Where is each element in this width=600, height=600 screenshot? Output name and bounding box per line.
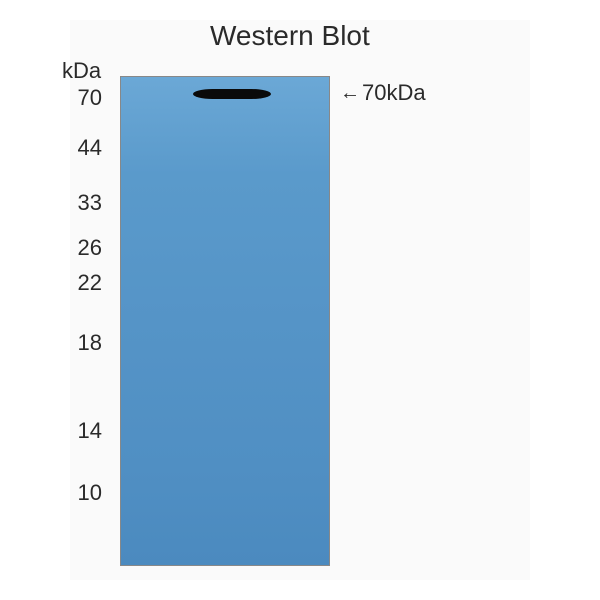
ladder-label: 33 (62, 190, 102, 216)
ladder-label: 10 (62, 480, 102, 506)
ladder-label: 26 (62, 235, 102, 261)
protein-band (193, 89, 271, 99)
annotation-text: 70kDa (362, 80, 426, 106)
blot-container: Western Blot kDa 7044332622181410 ← 70kD… (80, 30, 520, 570)
ladder-label: 70 (62, 85, 102, 111)
ladder-label: 18 (62, 330, 102, 356)
unit-label: kDa (62, 58, 101, 84)
blot-lane (120, 76, 330, 566)
ladder-label: 44 (62, 135, 102, 161)
ladder-label: 22 (62, 270, 102, 296)
chart-title: Western Blot (210, 20, 370, 52)
band-annotation: ← 70kDa (340, 80, 426, 106)
arrow-left-icon: ← (340, 82, 360, 105)
ladder-label: 14 (62, 418, 102, 444)
